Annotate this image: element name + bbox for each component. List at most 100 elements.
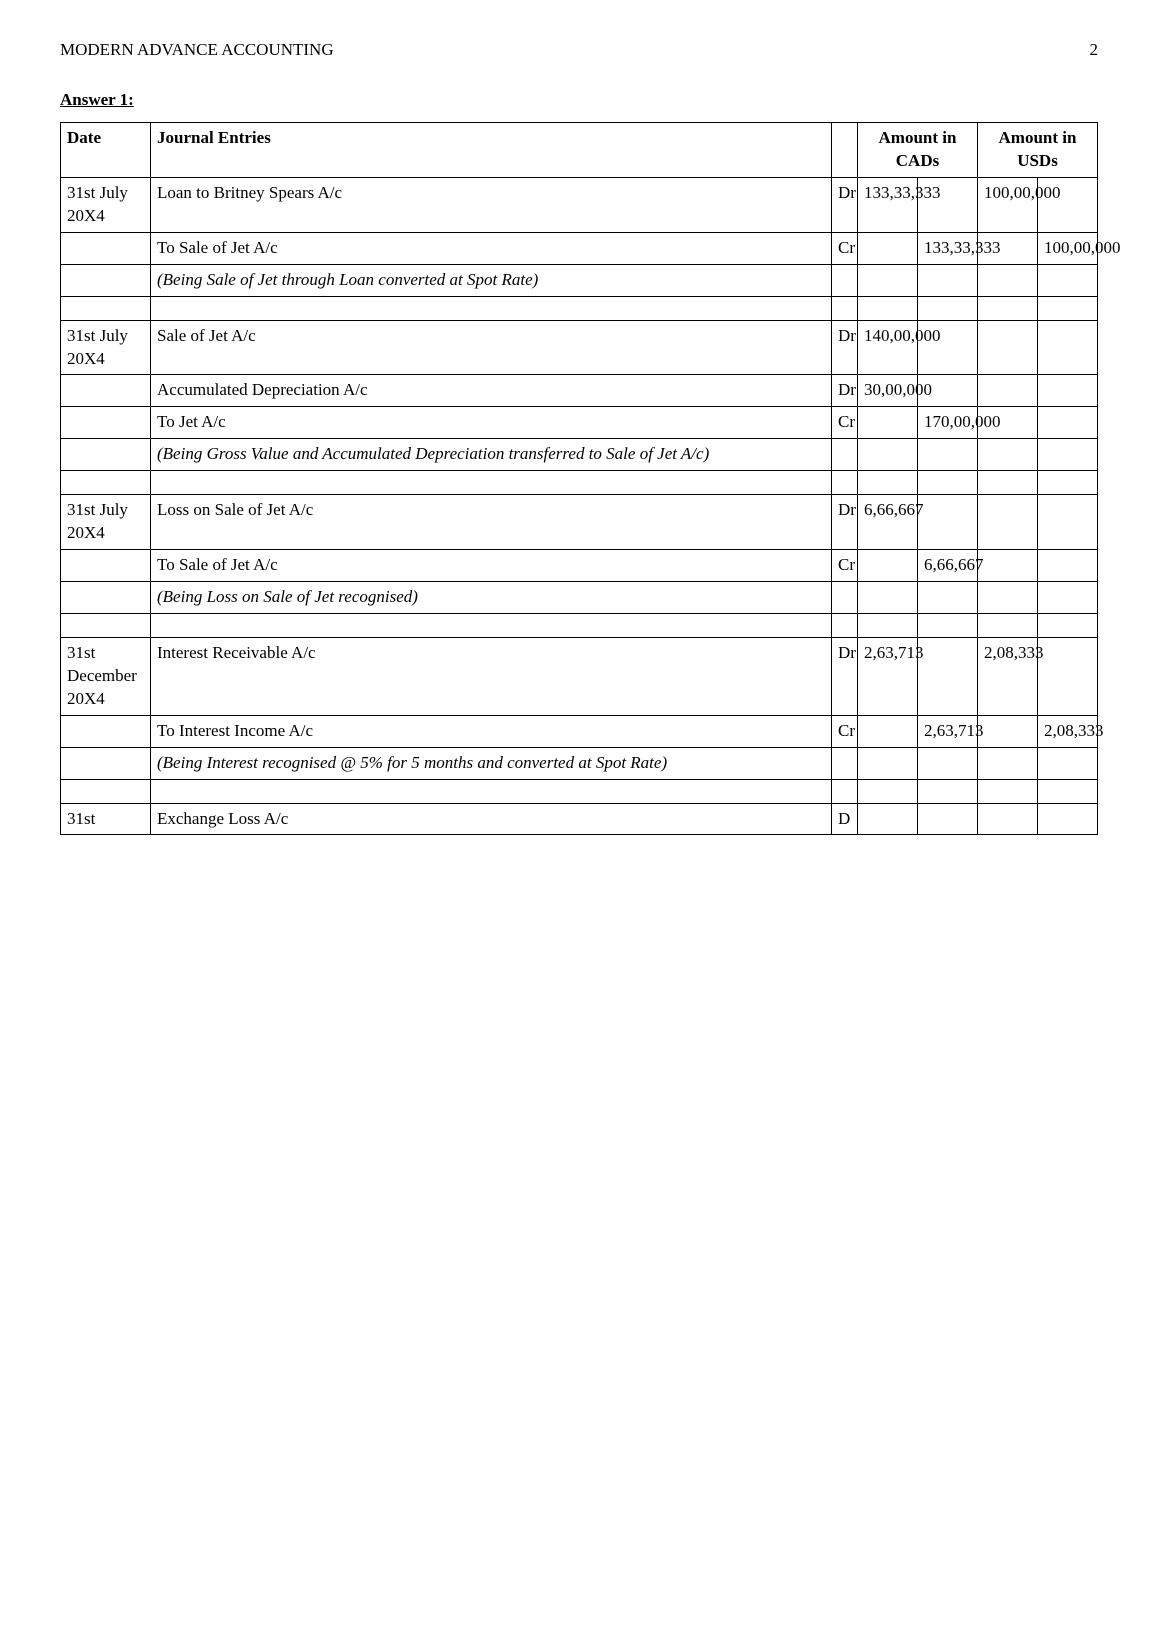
cell-desc: (Being Interest recognised @ 5% for 5 mo… — [151, 747, 832, 779]
cell-desc: To Sale of Jet A/c — [151, 550, 832, 582]
page-number: 2 — [1090, 40, 1099, 60]
cell-date: 31st July 20X4 — [61, 320, 151, 375]
table-row: (Being Interest recognised @ 5% for 5 mo… — [61, 747, 1098, 779]
cell-usd-dr — [978, 439, 1038, 471]
cell-usd-dr — [978, 264, 1038, 296]
cell-date: 31st December 20X4 — [61, 637, 151, 715]
th-usds: Amount in USDs — [978, 123, 1098, 178]
cell-drcr: Dr — [831, 637, 857, 715]
table-row: To Sale of Jet A/cCr133,33,333100,00,000 — [61, 232, 1098, 264]
cell-cad-cr — [917, 264, 977, 296]
cell-desc: To Jet A/c — [151, 407, 832, 439]
cell-cad-dr — [857, 582, 917, 614]
cell-usd-cr — [1038, 803, 1098, 835]
cell-usd-cr — [1038, 637, 1098, 715]
spacer-cell — [151, 779, 832, 803]
th-date: Date — [61, 123, 151, 178]
cell-desc: (Being Sale of Jet through Loan converte… — [151, 264, 832, 296]
cell-cad-cr: 6,66,667 — [917, 550, 977, 582]
cell-cad-dr: 133,33,333 — [857, 177, 917, 232]
cell-cad-dr — [857, 550, 917, 582]
cell-usd-cr — [1038, 264, 1098, 296]
cell-drcr — [831, 439, 857, 471]
cell-desc: Sale of Jet A/c — [151, 320, 832, 375]
cell-cad-cr — [917, 637, 977, 715]
table-row — [61, 471, 1098, 495]
cell-cad-dr — [857, 747, 917, 779]
cell-drcr: Cr — [831, 550, 857, 582]
cell-cad-dr — [857, 264, 917, 296]
cell-cad-cr — [917, 439, 977, 471]
cell-desc: (Being Gross Value and Accumulated Depre… — [151, 439, 832, 471]
table-row: (Being Gross Value and Accumulated Depre… — [61, 439, 1098, 471]
cell-date — [61, 375, 151, 407]
spacer-cell — [857, 296, 917, 320]
cell-date — [61, 715, 151, 747]
running-head-text: MODERN ADVANCE ACCOUNTING — [60, 40, 334, 60]
spacer-cell — [978, 471, 1038, 495]
cell-usd-cr: 100,00,000 — [1038, 232, 1098, 264]
cell-date — [61, 264, 151, 296]
cell-usd-cr — [1038, 747, 1098, 779]
cell-usd-dr — [978, 375, 1038, 407]
cell-usd-cr — [1038, 495, 1098, 550]
cell-cad-cr — [917, 803, 977, 835]
cell-cad-cr: 133,33,333 — [917, 232, 977, 264]
cell-desc: To Interest Income A/c — [151, 715, 832, 747]
cell-drcr — [831, 582, 857, 614]
cell-cad-dr: 140,00,000 — [857, 320, 917, 375]
spacer-cell — [151, 613, 832, 637]
cell-usd-dr — [978, 320, 1038, 375]
spacer-cell — [978, 613, 1038, 637]
cell-usd-cr — [1038, 320, 1098, 375]
cell-usd-cr — [1038, 582, 1098, 614]
spacer-cell — [917, 613, 977, 637]
cell-date: 31st — [61, 803, 151, 835]
journal-table: Date Journal Entries Amount in CADs Amou… — [60, 122, 1098, 835]
spacer-cell — [917, 471, 977, 495]
spacer-cell — [978, 779, 1038, 803]
cell-desc: (Being Loss on Sale of Jet recognised) — [151, 582, 832, 614]
cell-drcr: Dr — [831, 320, 857, 375]
cell-drcr: Dr — [831, 177, 857, 232]
spacer-cell — [831, 779, 857, 803]
answer-heading: Answer 1: — [60, 90, 1098, 110]
spacer-cell — [978, 296, 1038, 320]
table-row: 31st July 20X4Loan to Britney Spears A/c… — [61, 177, 1098, 232]
cell-cad-dr — [857, 232, 917, 264]
cell-desc: Exchange Loss A/c — [151, 803, 832, 835]
th-journal: Journal Entries — [151, 123, 832, 178]
cell-cad-dr: 6,66,667 — [857, 495, 917, 550]
cell-usd-cr — [1038, 407, 1098, 439]
th-cads: Amount in CADs — [857, 123, 977, 178]
cell-date: 31st July 20X4 — [61, 177, 151, 232]
spacer-cell — [1038, 779, 1098, 803]
cell-drcr — [831, 747, 857, 779]
cell-date — [61, 550, 151, 582]
table-row — [61, 613, 1098, 637]
cell-drcr: D — [831, 803, 857, 835]
table-row: 31st July 20X4Loss on Sale of Jet A/cDr6… — [61, 495, 1098, 550]
cell-usd-dr: 2,08,333 — [978, 637, 1038, 715]
cell-cad-cr: 170,00,000 — [917, 407, 977, 439]
table-row — [61, 779, 1098, 803]
table-row — [61, 296, 1098, 320]
cell-cad-dr — [857, 715, 917, 747]
cell-cad-dr: 30,00,000 — [857, 375, 917, 407]
cell-cad-dr — [857, 439, 917, 471]
spacer-cell — [61, 471, 151, 495]
cell-drcr: Dr — [831, 495, 857, 550]
spacer-cell — [831, 613, 857, 637]
cell-usd-cr — [1038, 439, 1098, 471]
cell-cad-cr: 2,63,713 — [917, 715, 977, 747]
cell-drcr — [831, 264, 857, 296]
cell-date: 31st July 20X4 — [61, 495, 151, 550]
cell-desc: To Sale of Jet A/c — [151, 232, 832, 264]
spacer-cell — [857, 779, 917, 803]
cell-date — [61, 439, 151, 471]
spacer-cell — [151, 471, 832, 495]
table-header-row: Date Journal Entries Amount in CADs Amou… — [61, 123, 1098, 178]
cell-drcr: Cr — [831, 407, 857, 439]
spacer-cell — [61, 613, 151, 637]
cell-usd-dr — [978, 747, 1038, 779]
